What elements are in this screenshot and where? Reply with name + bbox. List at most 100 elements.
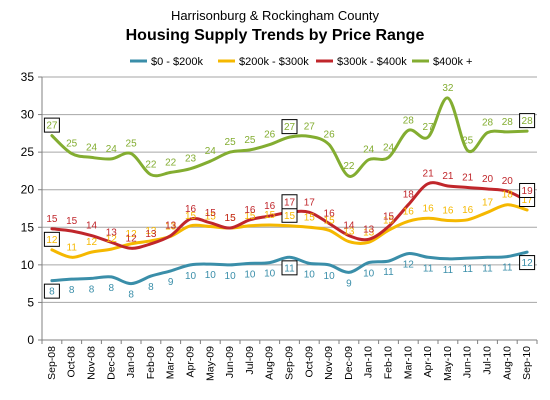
x-tick-label: May-10 xyxy=(442,346,454,381)
data-label: 15 xyxy=(205,212,217,223)
data-label: 16 xyxy=(462,205,474,216)
data-label: 28 xyxy=(522,116,534,127)
data-label: 21 xyxy=(442,171,454,182)
y-tick-label: 20 xyxy=(21,183,35,197)
x-tick-label: Sep-10 xyxy=(521,346,533,380)
data-label: 13 xyxy=(145,229,157,240)
data-label: 15 xyxy=(264,210,276,221)
series-line xyxy=(50,250,529,286)
data-label: 12 xyxy=(403,260,415,271)
y-tick-label: 25 xyxy=(21,145,35,159)
legend-label: $400k + xyxy=(433,56,472,68)
data-label-box xyxy=(519,182,536,198)
data-label: 17 xyxy=(304,197,316,208)
data-label: 17 xyxy=(522,195,534,206)
data-label: 16 xyxy=(264,201,276,212)
data-label: 15 xyxy=(225,213,237,224)
x-tick-label: Oct-08 xyxy=(66,346,78,378)
data-label: 11 xyxy=(502,263,513,274)
data-label: 15 xyxy=(185,211,197,222)
data-label: 26 xyxy=(324,130,336,141)
data-label: 24 xyxy=(363,145,375,156)
data-label: 15 xyxy=(383,215,395,226)
data-label: 21 xyxy=(462,172,474,183)
x-tick-label: Nov-08 xyxy=(86,346,98,380)
data-label: 12 xyxy=(106,234,118,245)
data-label: 9 xyxy=(168,277,174,288)
x-tick-label: May-09 xyxy=(204,346,216,381)
y-tick-label: 5 xyxy=(27,295,34,309)
x-tick-label: Aug-09 xyxy=(264,346,276,380)
x-tick-label: Apr-09 xyxy=(185,346,197,378)
data-label: 27 xyxy=(46,121,58,132)
x-tick-label: Dec-08 xyxy=(105,346,117,380)
x-tick-label: Mar-09 xyxy=(165,346,177,379)
data-label: 15 xyxy=(324,215,336,226)
x-tick-label: Sep-09 xyxy=(284,346,296,380)
y-tick-label: 35 xyxy=(21,70,35,84)
x-tick-label: Jan-10 xyxy=(363,346,375,378)
data-label: 17 xyxy=(284,197,296,208)
data-label: 24 xyxy=(106,144,118,155)
data-label: 25 xyxy=(462,136,474,147)
data-label: 8 xyxy=(49,287,55,298)
legend-label: $0 - $200k xyxy=(151,56,203,68)
data-label: 26 xyxy=(264,130,276,141)
data-labels: 8 8 8 8 8 8 9 10 10 10 10 10 11 10 10 9 10 11 12 11 11 11 11 11… xyxy=(43,83,536,301)
data-label: 10 xyxy=(363,269,375,280)
data-label: 16 xyxy=(442,206,454,217)
data-label: 28 xyxy=(482,118,494,129)
data-label: 27 xyxy=(423,122,435,133)
data-label: 14 xyxy=(86,221,98,232)
data-label: 13 xyxy=(145,226,157,237)
data-label: 28 xyxy=(403,115,415,126)
data-label: 16 xyxy=(423,203,435,214)
data-label: 20 xyxy=(482,174,494,185)
data-label-box xyxy=(281,194,298,210)
x-tick-label: Apr-10 xyxy=(422,346,434,378)
series-line xyxy=(50,203,529,259)
data-label: 15 xyxy=(284,211,296,222)
data-label: 15 xyxy=(304,212,316,223)
data-label: 10 xyxy=(304,269,316,280)
data-label: 17 xyxy=(482,197,494,208)
data-label: 12 xyxy=(46,235,58,246)
data-label: 13 xyxy=(165,221,177,232)
data-label: 21 xyxy=(423,169,435,180)
data-label: 12 xyxy=(522,258,534,269)
data-label: 16 xyxy=(244,205,256,216)
data-label: 15 xyxy=(244,211,256,222)
data-label: 10 xyxy=(264,269,276,280)
data-label: 22 xyxy=(145,160,157,171)
data-label: 32 xyxy=(442,83,454,94)
data-label: 19 xyxy=(522,186,534,197)
data-label: 24 xyxy=(205,146,217,157)
data-label: 12 xyxy=(126,233,138,244)
data-label: 13 xyxy=(106,227,118,238)
x-tick-label: Aug-10 xyxy=(501,346,513,380)
chart-title: Housing Supply Trends by Price Range xyxy=(126,27,425,44)
data-label: 15 xyxy=(225,213,237,224)
data-label: 22 xyxy=(165,157,177,168)
data-label: 11 xyxy=(482,263,493,274)
series-lines xyxy=(50,96,529,286)
data-label: 15 xyxy=(383,212,395,223)
x-tick-label: Sep-08 xyxy=(46,346,58,380)
data-label-box xyxy=(519,113,536,129)
data-label: 10 xyxy=(244,269,256,280)
data-label: 8 xyxy=(109,283,115,294)
data-label: 11 xyxy=(67,242,78,253)
data-label: 11 xyxy=(463,264,474,275)
data-label: 8 xyxy=(148,282,154,293)
data-label: 25 xyxy=(225,137,237,148)
data-label: 11 xyxy=(383,267,394,278)
legend: $0 - $200k $200k - $300k $300k - $400k $400… xyxy=(130,56,472,68)
data-label: 16 xyxy=(324,209,336,220)
data-label: 16 xyxy=(185,204,197,215)
series-line xyxy=(50,96,529,178)
y-tick-label: 30 xyxy=(21,108,35,122)
data-label: 25 xyxy=(244,135,256,146)
data-label: 25 xyxy=(66,139,78,150)
chart-subtitle: Harrisonburg & Rockingham County xyxy=(171,8,380,23)
